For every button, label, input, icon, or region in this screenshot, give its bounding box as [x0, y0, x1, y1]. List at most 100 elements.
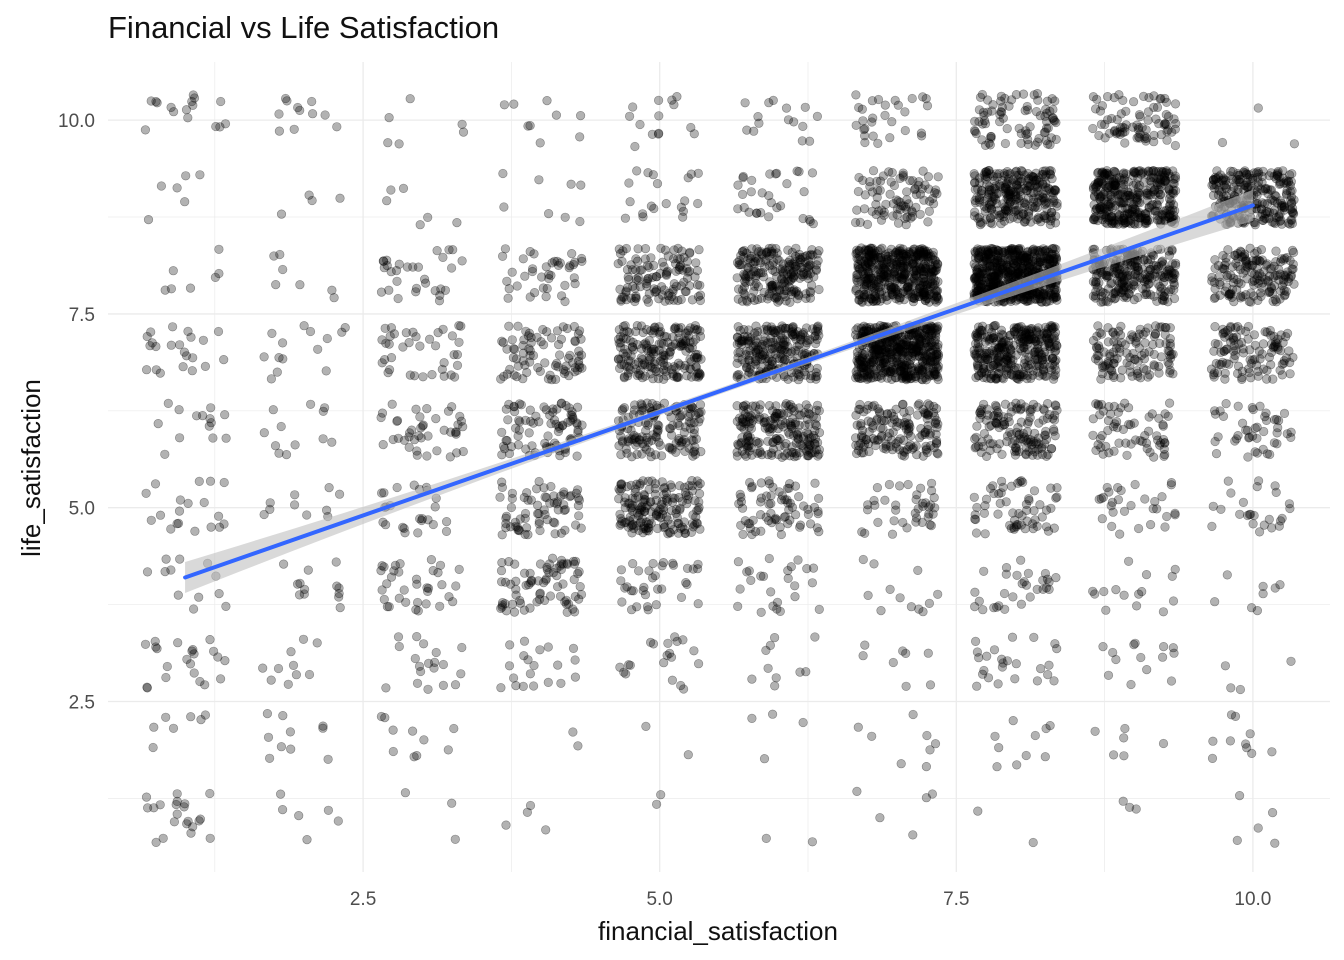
data-point: [688, 564, 698, 574]
data-point: [295, 578, 305, 589]
data-point: [862, 262, 872, 272]
data-point: [740, 449, 750, 459]
data-point: [209, 646, 219, 656]
data-point: [340, 323, 350, 333]
data-point: [1032, 676, 1042, 686]
data-point: [641, 426, 651, 436]
data-point: [392, 482, 402, 493]
data-point: [635, 505, 645, 515]
data-point: [541, 405, 551, 415]
data-point: [734, 499, 744, 509]
data-point: [378, 517, 388, 527]
data-point: [675, 503, 685, 514]
data-point: [321, 366, 331, 376]
data-point: [515, 417, 525, 427]
data-point: [394, 567, 404, 577]
data-point: [660, 296, 670, 306]
data-point: [160, 449, 170, 459]
data-point: [933, 172, 943, 182]
data-point: [799, 187, 809, 197]
data-point: [575, 110, 586, 121]
data-point: [568, 727, 578, 737]
data-point: [614, 244, 624, 254]
data-point: [1026, 334, 1036, 344]
data-point: [888, 657, 898, 668]
data-point: [181, 351, 192, 361]
data-point: [994, 271, 1004, 281]
data-point: [550, 529, 560, 539]
data-point: [638, 212, 648, 222]
data-point: [423, 212, 433, 222]
data-point: [498, 338, 508, 348]
data-point: [1044, 660, 1054, 670]
data-point: [205, 788, 215, 799]
data-point: [924, 206, 935, 216]
data-point: [498, 168, 508, 179]
data-point: [187, 96, 197, 107]
data-point: [564, 371, 574, 381]
data-point: [140, 639, 151, 649]
data-point: [896, 365, 906, 376]
data-point: [661, 512, 672, 522]
data-point: [974, 342, 985, 353]
data-point: [885, 133, 895, 143]
data-point: [166, 524, 176, 534]
data-point: [682, 273, 693, 283]
data-point: [541, 262, 551, 272]
data-point: [496, 603, 506, 614]
data-point: [749, 281, 760, 291]
data-point: [410, 653, 420, 664]
data-point: [657, 561, 667, 571]
data-point: [1030, 246, 1040, 256]
data-point: [908, 830, 918, 840]
data-point: [527, 441, 537, 451]
data-point: [520, 513, 530, 524]
data-point: [746, 187, 756, 197]
data-point: [652, 420, 663, 430]
data-point: [638, 523, 649, 534]
data-point: [574, 567, 584, 577]
data-point: [975, 278, 985, 289]
data-point: [868, 434, 878, 444]
data-point: [541, 825, 551, 835]
data-point: [576, 334, 586, 344]
data-point: [266, 374, 277, 384]
data-point: [504, 284, 514, 294]
data-point: [867, 96, 878, 106]
data-point: [302, 834, 312, 845]
data-point: [933, 589, 943, 599]
data-point: [299, 321, 309, 331]
data-point: [641, 721, 651, 732]
data-point: [211, 121, 221, 132]
data-point: [656, 451, 667, 461]
data-point: [794, 167, 804, 177]
data-point: [640, 524, 651, 534]
data-point: [213, 326, 224, 337]
data-point: [549, 498, 559, 508]
data-point: [415, 514, 425, 524]
data-point: [687, 486, 697, 496]
data-point: [812, 363, 822, 374]
data-point: [804, 136, 815, 146]
data-point: [993, 509, 1003, 519]
data-point: [857, 527, 867, 537]
data-point: [638, 327, 648, 338]
data-point: [394, 259, 404, 269]
data-point: [688, 451, 698, 461]
data-point: [294, 810, 304, 821]
data-point: [681, 336, 691, 346]
data-point: [532, 597, 542, 607]
data-point: [1021, 750, 1031, 761]
data-point: [648, 639, 659, 649]
data-point: [682, 579, 692, 590]
data-point: [519, 568, 530, 578]
data-point: [556, 678, 566, 688]
data-point: [188, 822, 198, 832]
data-point: [651, 509, 661, 519]
data-point: [656, 513, 666, 523]
data-point: [507, 267, 517, 277]
data-point: [329, 293, 339, 303]
data-point: [511, 521, 521, 532]
data-point: [195, 676, 205, 687]
data-point: [512, 281, 522, 291]
